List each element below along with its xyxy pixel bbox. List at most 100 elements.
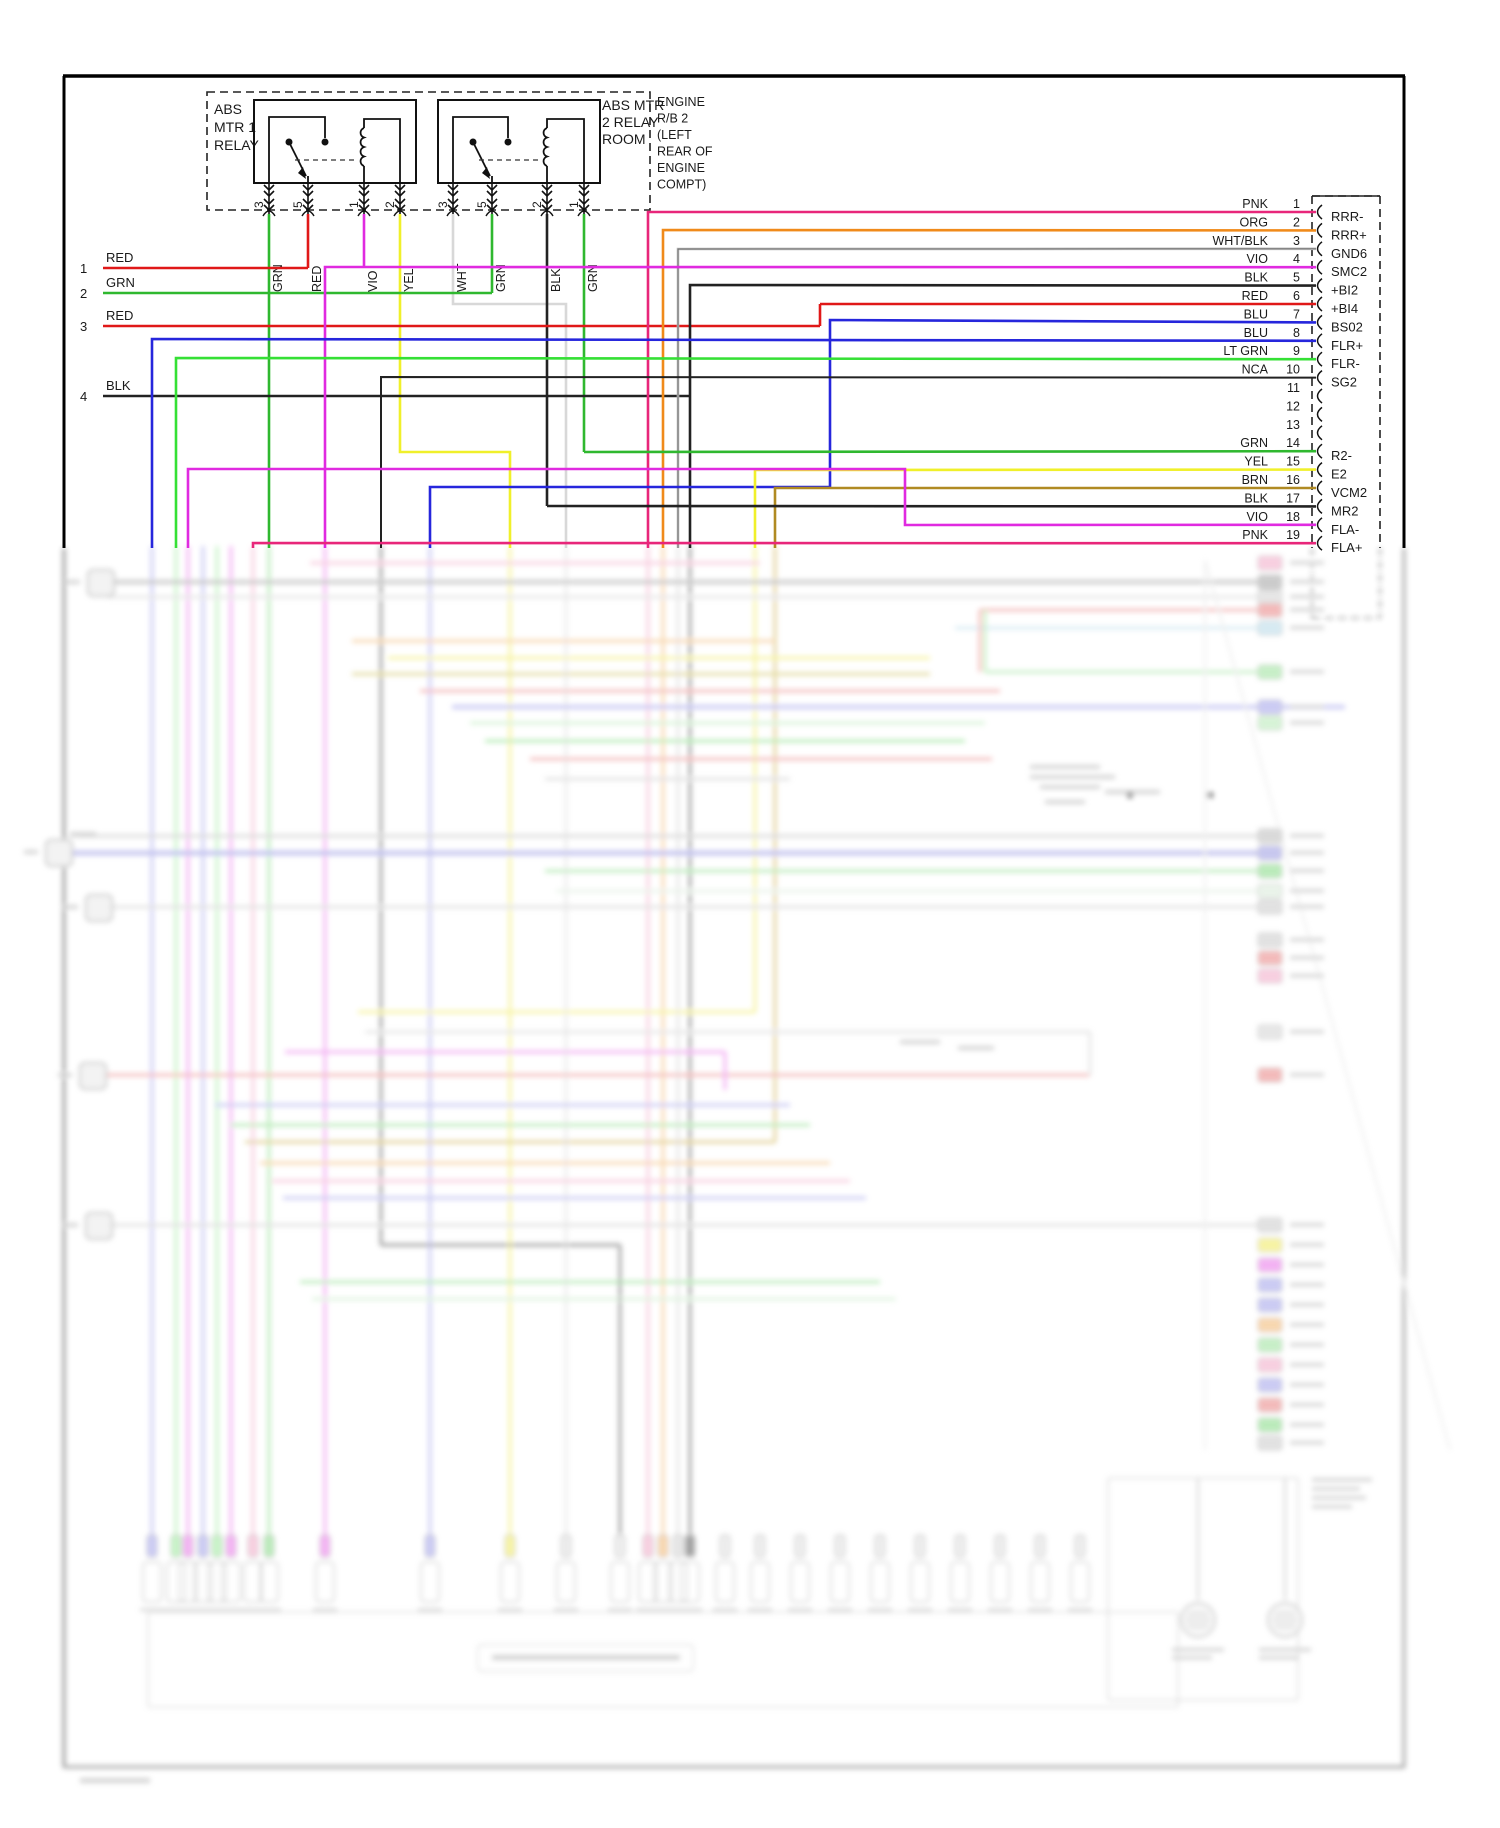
right-pad-label-bar <box>1290 580 1324 584</box>
pin-arrow-icon <box>394 204 406 212</box>
bottom-connector-label-bar <box>205 1608 229 1612</box>
right-pad <box>1257 863 1283 879</box>
bottom-connector-label-bar <box>636 1608 660 1612</box>
bottom-connector-housing <box>556 1561 576 1603</box>
pin-wire-color-label: GRN <box>1240 436 1268 450</box>
pin-wire-sg2 <box>380 375 1317 548</box>
pin-number: 4 <box>1293 252 1300 266</box>
pin-arrow-icon <box>578 198 590 206</box>
right-pad <box>1257 699 1283 715</box>
drop-wire-color-label: GRN <box>494 264 508 292</box>
pin-bracket-icon <box>1316 517 1323 533</box>
left-connector-glyph <box>85 1212 113 1240</box>
bottom-connector-pin <box>834 1534 846 1558</box>
right-pad-label-bar <box>1290 956 1324 960</box>
bottom-connector-label-bar <box>868 1608 892 1612</box>
bottom-connector-label-bar <box>713 1608 737 1612</box>
pin-signal-label: R2- <box>1331 448 1352 463</box>
pin-bracket-icon <box>1316 462 1323 478</box>
bottom-connector-housing <box>221 1561 241 1603</box>
pin-bracket-icon <box>1316 480 1323 496</box>
connector-cup-icon <box>262 210 276 217</box>
bottom-connector-pin <box>182 1534 194 1558</box>
right-pad <box>1257 1257 1283 1273</box>
pin-arrow-icon <box>263 190 275 198</box>
bottom-connector-pin <box>319 1534 331 1558</box>
pin-bracket-icon <box>1316 278 1323 294</box>
left-connector-glyph <box>87 569 115 597</box>
bottom-connector-label-bar <box>788 1608 812 1612</box>
footer-text-bar <box>80 1778 150 1783</box>
left-connector-glyph <box>85 894 113 922</box>
pin-number: 12 <box>1286 399 1300 413</box>
pin-bracket-icon <box>1316 204 1323 220</box>
bottom-connector-pin <box>994 1534 1006 1558</box>
bottom-connector-housing <box>990 1561 1010 1603</box>
right-pad-label-bar <box>1290 1303 1324 1307</box>
right-pad-label-bar <box>1290 595 1324 599</box>
bottom-connector-label-bar <box>608 1608 632 1612</box>
right-pad <box>1257 715 1283 731</box>
left-wire-number: 3 <box>80 319 87 334</box>
pin-number: 11 <box>1287 381 1300 395</box>
bottom-connector-housing <box>790 1561 810 1603</box>
pin-arrow-icon <box>541 190 553 198</box>
bottom-connector-pin <box>1074 1534 1086 1558</box>
bottom-connector-pin <box>719 1534 731 1558</box>
pin-signal-label: +BI2 <box>1331 283 1358 298</box>
annotation-bar <box>1045 800 1085 804</box>
right-pad-label-bar <box>1290 905 1324 909</box>
left-connector-glyph <box>45 839 73 867</box>
relay-coil-icon <box>542 127 550 167</box>
right-pad <box>1257 1297 1283 1313</box>
relay1-label: ABS <box>214 101 242 117</box>
bottom-connector-label-bar <box>219 1608 243 1612</box>
bottom-connector-housing <box>950 1561 970 1603</box>
right-pad-label-bar <box>1290 1363 1324 1367</box>
pin-signal-label: RRR- <box>1331 209 1364 224</box>
pin-arrow-icon <box>447 184 459 192</box>
bottom-connector-label-bar <box>257 1608 281 1612</box>
bottom-connector-housing <box>142 1561 162 1603</box>
pin-wire-color-label: PNK <box>1242 197 1268 211</box>
pin-wire-r2- <box>583 449 1317 454</box>
bottom-connector-label-bar <box>948 1608 972 1612</box>
relay-contact-lead <box>268 116 326 183</box>
pin-wire-fla+ <box>251 541 1317 548</box>
pin-wire-vcm2 <box>773 486 1316 548</box>
left-connector-number-bar <box>24 850 38 854</box>
pin-arrow-icon <box>263 198 275 206</box>
pin-arrow-icon <box>447 190 459 198</box>
connector-cup-icon <box>577 210 591 217</box>
pin-signal-label: E2 <box>1331 467 1347 482</box>
pin-arrow-icon <box>358 198 370 206</box>
bottom-connector-housing <box>870 1561 890 1603</box>
pin-wire-color-label: BLU <box>1244 326 1268 340</box>
connector-cup-icon <box>393 210 407 217</box>
right-pad-label-bar <box>1290 1403 1324 1407</box>
pin-wire-flr- <box>174 356 1317 548</box>
bottom-connector-housing <box>653 1561 673 1603</box>
bottom-connector-label-bar <box>140 1608 164 1612</box>
relay2-label: ABS MTR <box>602 97 664 113</box>
bottom-connector-housing <box>638 1561 658 1603</box>
relay-pin-number: 5 <box>291 201 305 208</box>
pin-arrow-icon <box>302 184 314 192</box>
left-connector-number-bar <box>66 580 80 584</box>
right-pad <box>1257 899 1283 915</box>
splice-dot <box>1206 791 1214 799</box>
left-label-bar <box>70 832 96 837</box>
side-note-bar <box>1312 1487 1360 1491</box>
bottom-connector-pin <box>874 1534 886 1558</box>
left-wire-color-label: GRN <box>106 275 135 290</box>
pin-bracket-icon <box>1316 498 1323 514</box>
pin-signal-label: BS02 <box>1331 319 1363 334</box>
right-pad <box>1257 950 1283 966</box>
right-pad <box>1257 883 1283 899</box>
left-wire-color-label: BLK <box>106 378 131 393</box>
left-wire-number: 4 <box>80 389 87 404</box>
left-wire-number: 1 <box>80 261 87 276</box>
bottom-connector-housing <box>830 1561 850 1603</box>
splice-dot <box>1126 791 1134 799</box>
